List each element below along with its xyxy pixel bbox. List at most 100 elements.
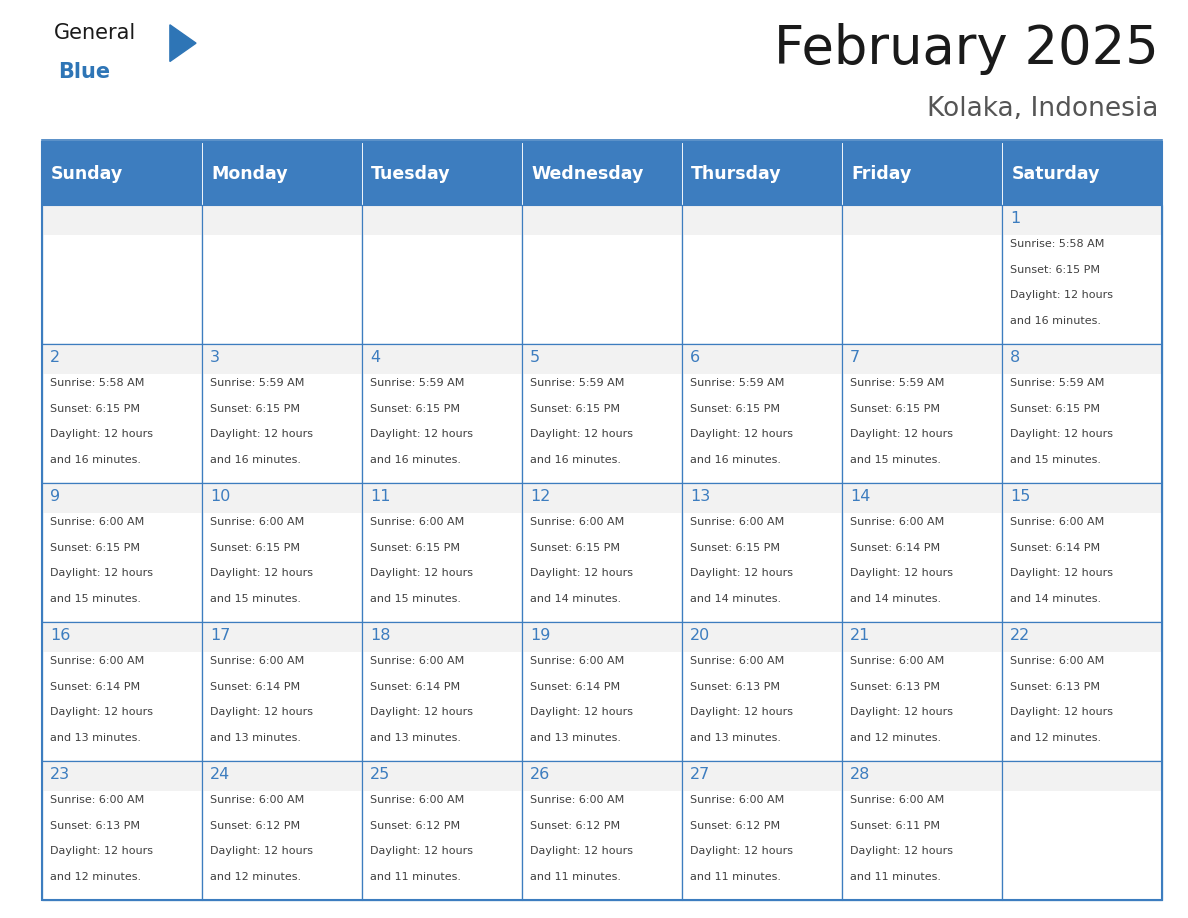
Text: 4: 4	[369, 350, 380, 365]
Text: Sunrise: 6:00 AM: Sunrise: 6:00 AM	[210, 656, 304, 666]
Text: Sunset: 6:15 PM: Sunset: 6:15 PM	[690, 543, 781, 553]
Text: Daylight: 12 hours: Daylight: 12 hours	[50, 568, 153, 578]
Bar	[202, 205, 361, 343]
Text: Daylight: 12 hours: Daylight: 12 hours	[530, 708, 633, 717]
Text: Daylight: 12 hours: Daylight: 12 hours	[50, 846, 153, 856]
Text: and 16 minutes.: and 16 minutes.	[50, 455, 141, 465]
Bar	[202, 761, 361, 900]
Text: Sunrise: 6:00 AM: Sunrise: 6:00 AM	[50, 795, 144, 805]
Bar	[842, 621, 1001, 761]
Bar	[202, 343, 361, 483]
Bar	[682, 205, 842, 343]
Bar	[202, 621, 361, 761]
Bar	[361, 483, 522, 513]
Text: Daylight: 12 hours: Daylight: 12 hours	[210, 430, 312, 440]
Bar	[1001, 761, 1162, 900]
Text: Sunset: 6:15 PM: Sunset: 6:15 PM	[530, 543, 620, 553]
Text: and 12 minutes.: and 12 minutes.	[210, 872, 301, 882]
Bar	[42, 343, 202, 375]
Bar	[42, 483, 202, 621]
Text: Daylight: 12 hours: Daylight: 12 hours	[851, 846, 953, 856]
Bar	[842, 343, 1001, 375]
Text: and 13 minutes.: and 13 minutes.	[369, 733, 461, 743]
Bar	[202, 483, 361, 621]
Bar	[682, 621, 842, 761]
Bar	[361, 343, 522, 483]
Text: Sunset: 6:14 PM: Sunset: 6:14 PM	[530, 682, 620, 691]
Bar	[42, 621, 202, 761]
Bar	[202, 761, 361, 791]
Text: Sunset: 6:13 PM: Sunset: 6:13 PM	[50, 821, 140, 831]
Bar	[1001, 343, 1162, 483]
Text: Sunset: 6:11 PM: Sunset: 6:11 PM	[851, 821, 940, 831]
Bar	[682, 205, 842, 343]
Text: Daylight: 12 hours: Daylight: 12 hours	[369, 568, 473, 578]
Text: 15: 15	[1010, 489, 1030, 504]
Bar	[1001, 483, 1162, 621]
Text: and 15 minutes.: and 15 minutes.	[50, 594, 141, 604]
Text: Daylight: 12 hours: Daylight: 12 hours	[530, 430, 633, 440]
Text: Sunrise: 6:00 AM: Sunrise: 6:00 AM	[530, 517, 624, 527]
Bar	[42, 621, 202, 761]
Text: and 14 minutes.: and 14 minutes.	[851, 594, 941, 604]
Bar	[682, 483, 842, 621]
Text: Daylight: 12 hours: Daylight: 12 hours	[369, 708, 473, 717]
Bar	[361, 761, 522, 900]
Bar	[202, 621, 361, 761]
Bar	[1001, 621, 1162, 653]
Bar	[361, 761, 522, 900]
Text: Sunrise: 6:00 AM: Sunrise: 6:00 AM	[1010, 656, 1105, 666]
Text: Daylight: 12 hours: Daylight: 12 hours	[369, 846, 473, 856]
Text: and 11 minutes.: and 11 minutes.	[851, 872, 941, 882]
Text: Daylight: 12 hours: Daylight: 12 hours	[1010, 708, 1113, 717]
Bar	[202, 343, 361, 483]
Text: 9: 9	[50, 489, 61, 504]
Bar	[522, 205, 682, 235]
Bar	[522, 343, 682, 375]
Bar	[682, 205, 842, 235]
Bar	[842, 205, 1001, 343]
Text: 12: 12	[530, 489, 550, 504]
Text: Sunset: 6:12 PM: Sunset: 6:12 PM	[210, 821, 301, 831]
Text: Sunset: 6:13 PM: Sunset: 6:13 PM	[1010, 682, 1100, 691]
Text: Sunrise: 6:00 AM: Sunrise: 6:00 AM	[690, 656, 784, 666]
Bar	[1001, 205, 1162, 343]
Bar	[842, 761, 1001, 900]
Text: Sunset: 6:14 PM: Sunset: 6:14 PM	[1010, 543, 1100, 553]
Text: Sunset: 6:15 PM: Sunset: 6:15 PM	[1010, 264, 1100, 274]
Text: Sunset: 6:13 PM: Sunset: 6:13 PM	[690, 682, 781, 691]
Text: Sunrise: 6:00 AM: Sunrise: 6:00 AM	[369, 795, 465, 805]
Text: 19: 19	[530, 628, 550, 644]
Text: 2: 2	[50, 350, 61, 365]
Text: 26: 26	[530, 767, 550, 782]
Text: Sunrise: 5:58 AM: Sunrise: 5:58 AM	[1010, 239, 1105, 249]
Bar	[202, 142, 361, 205]
Text: Sunrise: 6:00 AM: Sunrise: 6:00 AM	[851, 656, 944, 666]
Text: 8: 8	[1010, 350, 1020, 365]
Text: and 13 minutes.: and 13 minutes.	[50, 733, 141, 743]
Text: 3: 3	[210, 350, 220, 365]
Text: Sunset: 6:15 PM: Sunset: 6:15 PM	[851, 404, 940, 414]
Text: and 15 minutes.: and 15 minutes.	[369, 594, 461, 604]
Text: Sunset: 6:15 PM: Sunset: 6:15 PM	[1010, 404, 1100, 414]
Text: Sunset: 6:14 PM: Sunset: 6:14 PM	[50, 682, 140, 691]
Text: Sunrise: 6:00 AM: Sunrise: 6:00 AM	[369, 656, 465, 666]
Bar	[522, 761, 682, 900]
Text: 6: 6	[690, 350, 700, 365]
Bar	[682, 621, 842, 761]
Bar	[361, 761, 522, 791]
Bar	[42, 761, 202, 900]
Text: Sunset: 6:15 PM: Sunset: 6:15 PM	[369, 543, 460, 553]
Bar	[42, 621, 202, 653]
Bar	[361, 483, 522, 621]
Text: Daylight: 12 hours: Daylight: 12 hours	[210, 568, 312, 578]
Bar	[682, 343, 842, 483]
Bar	[1001, 343, 1162, 375]
Text: Daylight: 12 hours: Daylight: 12 hours	[851, 708, 953, 717]
Bar	[682, 761, 842, 900]
Text: Sunrise: 6:00 AM: Sunrise: 6:00 AM	[50, 656, 144, 666]
Text: Sunset: 6:12 PM: Sunset: 6:12 PM	[690, 821, 781, 831]
Bar	[682, 761, 842, 900]
Text: 11: 11	[369, 489, 391, 504]
Text: Daylight: 12 hours: Daylight: 12 hours	[50, 708, 153, 717]
